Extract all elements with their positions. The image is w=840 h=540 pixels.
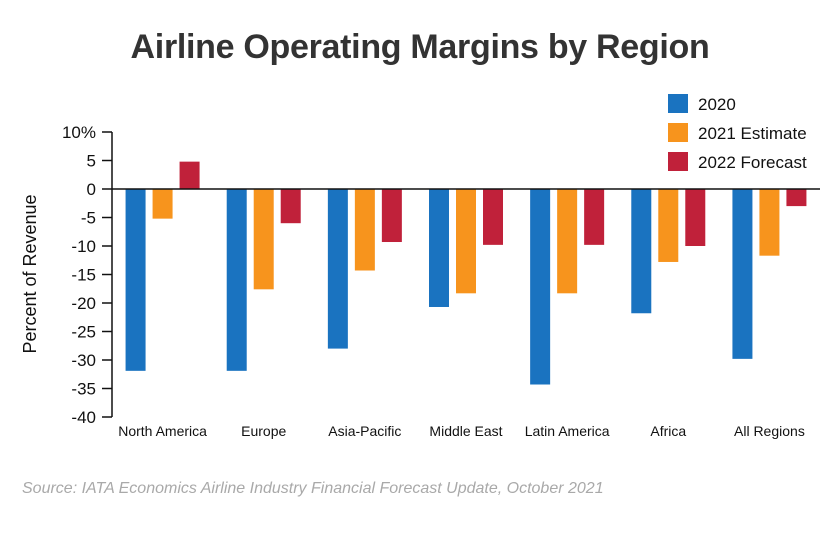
bar [530,189,551,385]
legend-swatch [668,94,688,113]
bar [483,189,503,245]
bar [557,189,578,294]
legend-label: 2020 [698,95,736,114]
legend-swatch [668,123,688,142]
bar [759,189,780,256]
bar [354,189,375,271]
y-tick-label: -40 [71,408,96,427]
x-tick-label: Asia-Pacific [328,423,401,439]
bar [658,189,679,262]
bar [429,189,449,307]
bar [685,189,706,246]
bar [584,189,605,245]
bar [732,189,753,359]
y-axis-title: Percent of Revenue [20,194,40,353]
y-tick-label: 0 [87,180,96,199]
y-tick-label: -5 [81,209,96,228]
legend-label: 2021 Estimate [698,124,807,143]
x-axis: North America Europe Asia-Pacific Middle Ea… [112,188,820,439]
bar [152,189,173,219]
legend-label: 2022 Forecast [698,153,807,172]
x-tick-label: Europe [241,423,286,439]
bar [253,189,274,290]
y-tick-label: -20 [71,294,96,313]
x-tick-label: North America [118,423,207,439]
x-tick-label: Middle East [429,423,502,439]
bars [125,161,807,385]
bar [381,189,402,243]
y-tick-label: 10% [62,123,96,142]
bar [125,189,146,371]
bar [786,189,807,207]
y-tick-label: -15 [71,266,96,285]
y-tick-label: -10 [71,237,96,256]
x-tick-label: All Regions [734,423,805,439]
y-tick-label: 5 [87,152,96,171]
bar [456,189,476,294]
bar [327,189,348,349]
x-tick-label: Africa [650,423,686,439]
legend-swatch [668,152,688,171]
y-tick-label: -35 [71,380,96,399]
bar [179,161,200,189]
source-note: Source: IATA Economics Airline Industry … [22,480,604,497]
legend: 2020 2021 Estimate 2022 Forecast [668,94,807,172]
bar [226,189,247,371]
y-axis: 10% 5 0 -5 -10 -15 -20 -25 -30 -35 -40 [62,123,113,427]
chart-title: Airline Operating Margins by Region [130,28,710,66]
y-tick-label: -30 [71,351,96,370]
y-tick-label: -25 [71,323,96,342]
x-tick-label: Latin America [525,423,610,439]
bar [280,189,301,224]
bar [631,189,652,314]
